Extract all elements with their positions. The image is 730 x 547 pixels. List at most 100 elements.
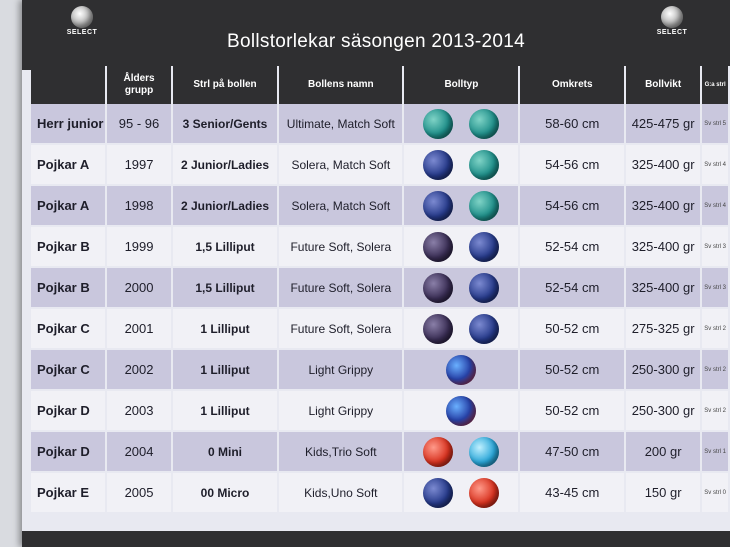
handball-icon: [469, 313, 500, 344]
column-header: Omkrets: [520, 66, 627, 104]
ball-size-cell: 2 Junior/Ladies: [172, 145, 280, 186]
ball-type-cell: [404, 473, 521, 514]
birth-year-cell: 2000: [107, 268, 173, 309]
old-size-cell: Sv strl 4: [702, 186, 730, 227]
header-row: Ålders grupp Strl på bollen Bollens namn…: [31, 66, 730, 104]
old-size-cell: Sv strl 2: [702, 309, 730, 350]
handball-icon: [469, 231, 500, 262]
column-header: Bollvikt: [626, 66, 703, 104]
ball-type-cell: [404, 227, 521, 268]
circumference-cell: 54-56 cm: [520, 145, 627, 186]
handball-icon: [469, 436, 500, 467]
weight-cell: 325-400 gr: [626, 268, 703, 309]
age-group-cell: Pojkar C: [31, 309, 108, 350]
logo-text: SELECT: [66, 29, 98, 36]
ball-size-cell: 1,5 Lilliput: [172, 268, 280, 309]
birth-year-cell: 1997: [107, 145, 173, 186]
handball-icon: [423, 477, 454, 508]
ball-size-cell: 0 Mini: [172, 432, 280, 473]
ball-name-cell: Light Grippy: [279, 350, 405, 391]
age-group-cell: Pojkar A: [31, 145, 108, 186]
ball-size-cell: 1,5 Lilliput: [172, 227, 280, 268]
birth-year-cell: 1999: [107, 227, 173, 268]
poster: SELECT Bollstorlekar säsongen 2013-2014 …: [22, 0, 730, 547]
ball-name-cell: Future Soft, Solera: [279, 268, 405, 309]
ball-name-cell: Kids,Trio Soft: [279, 432, 405, 473]
old-size-cell: Sv strl 2: [702, 391, 730, 432]
ball-name-cell: Future Soft, Solera: [279, 309, 405, 350]
circumference-cell: 52-54 cm: [520, 227, 627, 268]
birth-year-cell: 2001: [107, 309, 173, 350]
old-size-cell: Sv strl 0: [702, 473, 730, 514]
ball-name-cell: Light Grippy: [279, 391, 405, 432]
handball-icon: [469, 190, 500, 221]
birth-year-cell: 2003: [107, 391, 173, 432]
age-group-cell: Pojkar A: [31, 186, 108, 227]
table-row: Pojkar E 2005 00 Micro Kids,Uno Soft 43-45 c…: [31, 473, 730, 514]
age-group-cell: Pojkar C: [31, 350, 108, 391]
ball-name-cell: Solera, Match Soft: [279, 186, 405, 227]
circumference-cell: 52-54 cm: [520, 268, 627, 309]
ball-name-cell: Kids,Uno Soft: [279, 473, 405, 514]
birth-year-cell: 2002: [107, 350, 173, 391]
handball-icon: [446, 354, 477, 385]
weight-cell: 150 gr: [626, 473, 703, 514]
old-size-cell: Sv strl 1: [702, 432, 730, 473]
ball-size-cell: 00 Micro: [172, 473, 280, 514]
circumference-cell: 54-56 cm: [520, 186, 627, 227]
age-group-cell: Pojkar E: [31, 473, 108, 514]
column-header: Bollens namn: [279, 66, 405, 104]
age-group-cell: Pojkar B: [31, 227, 108, 268]
column-header: Bolltyp: [404, 66, 521, 104]
select-logo-left: SELECT: [52, 6, 112, 36]
table-row: Pojkar A 1997 2 Junior/Ladies Solera, Match…: [31, 145, 730, 186]
birth-year-cell: 95 - 96: [107, 104, 173, 145]
ball-type-cell: [404, 350, 521, 391]
ball-name-cell: Future Soft, Solera: [279, 227, 405, 268]
header-bar: SELECT Bollstorlekar säsongen 2013-2014 …: [22, 0, 730, 70]
table-row: Pojkar B 1999 1,5 Lilliput Future Soft, Sol…: [31, 227, 730, 268]
weight-cell: 250-300 gr: [626, 350, 703, 391]
age-group-cell: Pojkar D: [31, 391, 108, 432]
ball-type-cell: [404, 268, 521, 309]
table-row: Herr junior 95 - 96 3 Senior/Gents Ultimate…: [31, 104, 730, 145]
circumference-cell: 43-45 cm: [520, 473, 627, 514]
age-group-cell: Herr junior: [31, 104, 108, 145]
birth-year-cell: 2005: [107, 473, 173, 514]
table-row: Pojkar D 2003 1 Lilliput Light Grippy 50-52 …: [31, 391, 730, 432]
ball-size-cell: 1 Lilliput: [172, 350, 280, 391]
column-header: Strl på bollen: [172, 66, 280, 104]
circumference-cell: 50-52 cm: [520, 391, 627, 432]
column-header: Ålders grupp: [107, 66, 173, 104]
ball-name-cell: Solera, Match Soft: [279, 145, 405, 186]
page-title: Bollstorlekar säsongen 2013-2014: [227, 31, 525, 52]
select-logo-right: SELECT: [642, 6, 702, 36]
ball-type-cell: [404, 186, 521, 227]
weight-cell: 325-400 gr: [626, 227, 703, 268]
ball-size-cell: 1 Lilliput: [172, 391, 280, 432]
circumference-cell: 50-52 cm: [520, 350, 627, 391]
column-header: G:a strl: [702, 66, 730, 104]
ball-size-cell: 1 Lilliput: [172, 309, 280, 350]
old-size-cell: Sv strl 3: [702, 227, 730, 268]
logo-text: SELECT: [656, 29, 688, 36]
handball-icon: [423, 190, 454, 221]
ball-icon: [71, 6, 93, 28]
column-header: [31, 66, 108, 104]
handball-icon: [423, 149, 454, 180]
weight-cell: 425-475 gr: [626, 104, 703, 145]
handball-icon: [469, 272, 500, 303]
ball-name-cell: Ultimate, Match Soft: [279, 104, 405, 145]
table-row: Pojkar D 2004 0 Mini Kids,Trio Soft 47-50 cm…: [31, 432, 730, 473]
weight-cell: 250-300 gr: [626, 391, 703, 432]
ball-icon: [661, 6, 683, 28]
table-row: Pojkar C 2002 1 Lilliput Light Grippy 50-52 …: [31, 350, 730, 391]
circumference-cell: 50-52 cm: [520, 309, 627, 350]
handball-icon: [423, 272, 454, 303]
birth-year-cell: 1998: [107, 186, 173, 227]
old-size-cell: Sv strl 3: [702, 268, 730, 309]
ball-type-cell: [404, 432, 521, 473]
weight-cell: 325-400 gr: [626, 145, 703, 186]
table-row: Pojkar B 2000 1,5 Lilliput Future Soft, Sol…: [31, 268, 730, 309]
footer-bar: [22, 531, 730, 547]
